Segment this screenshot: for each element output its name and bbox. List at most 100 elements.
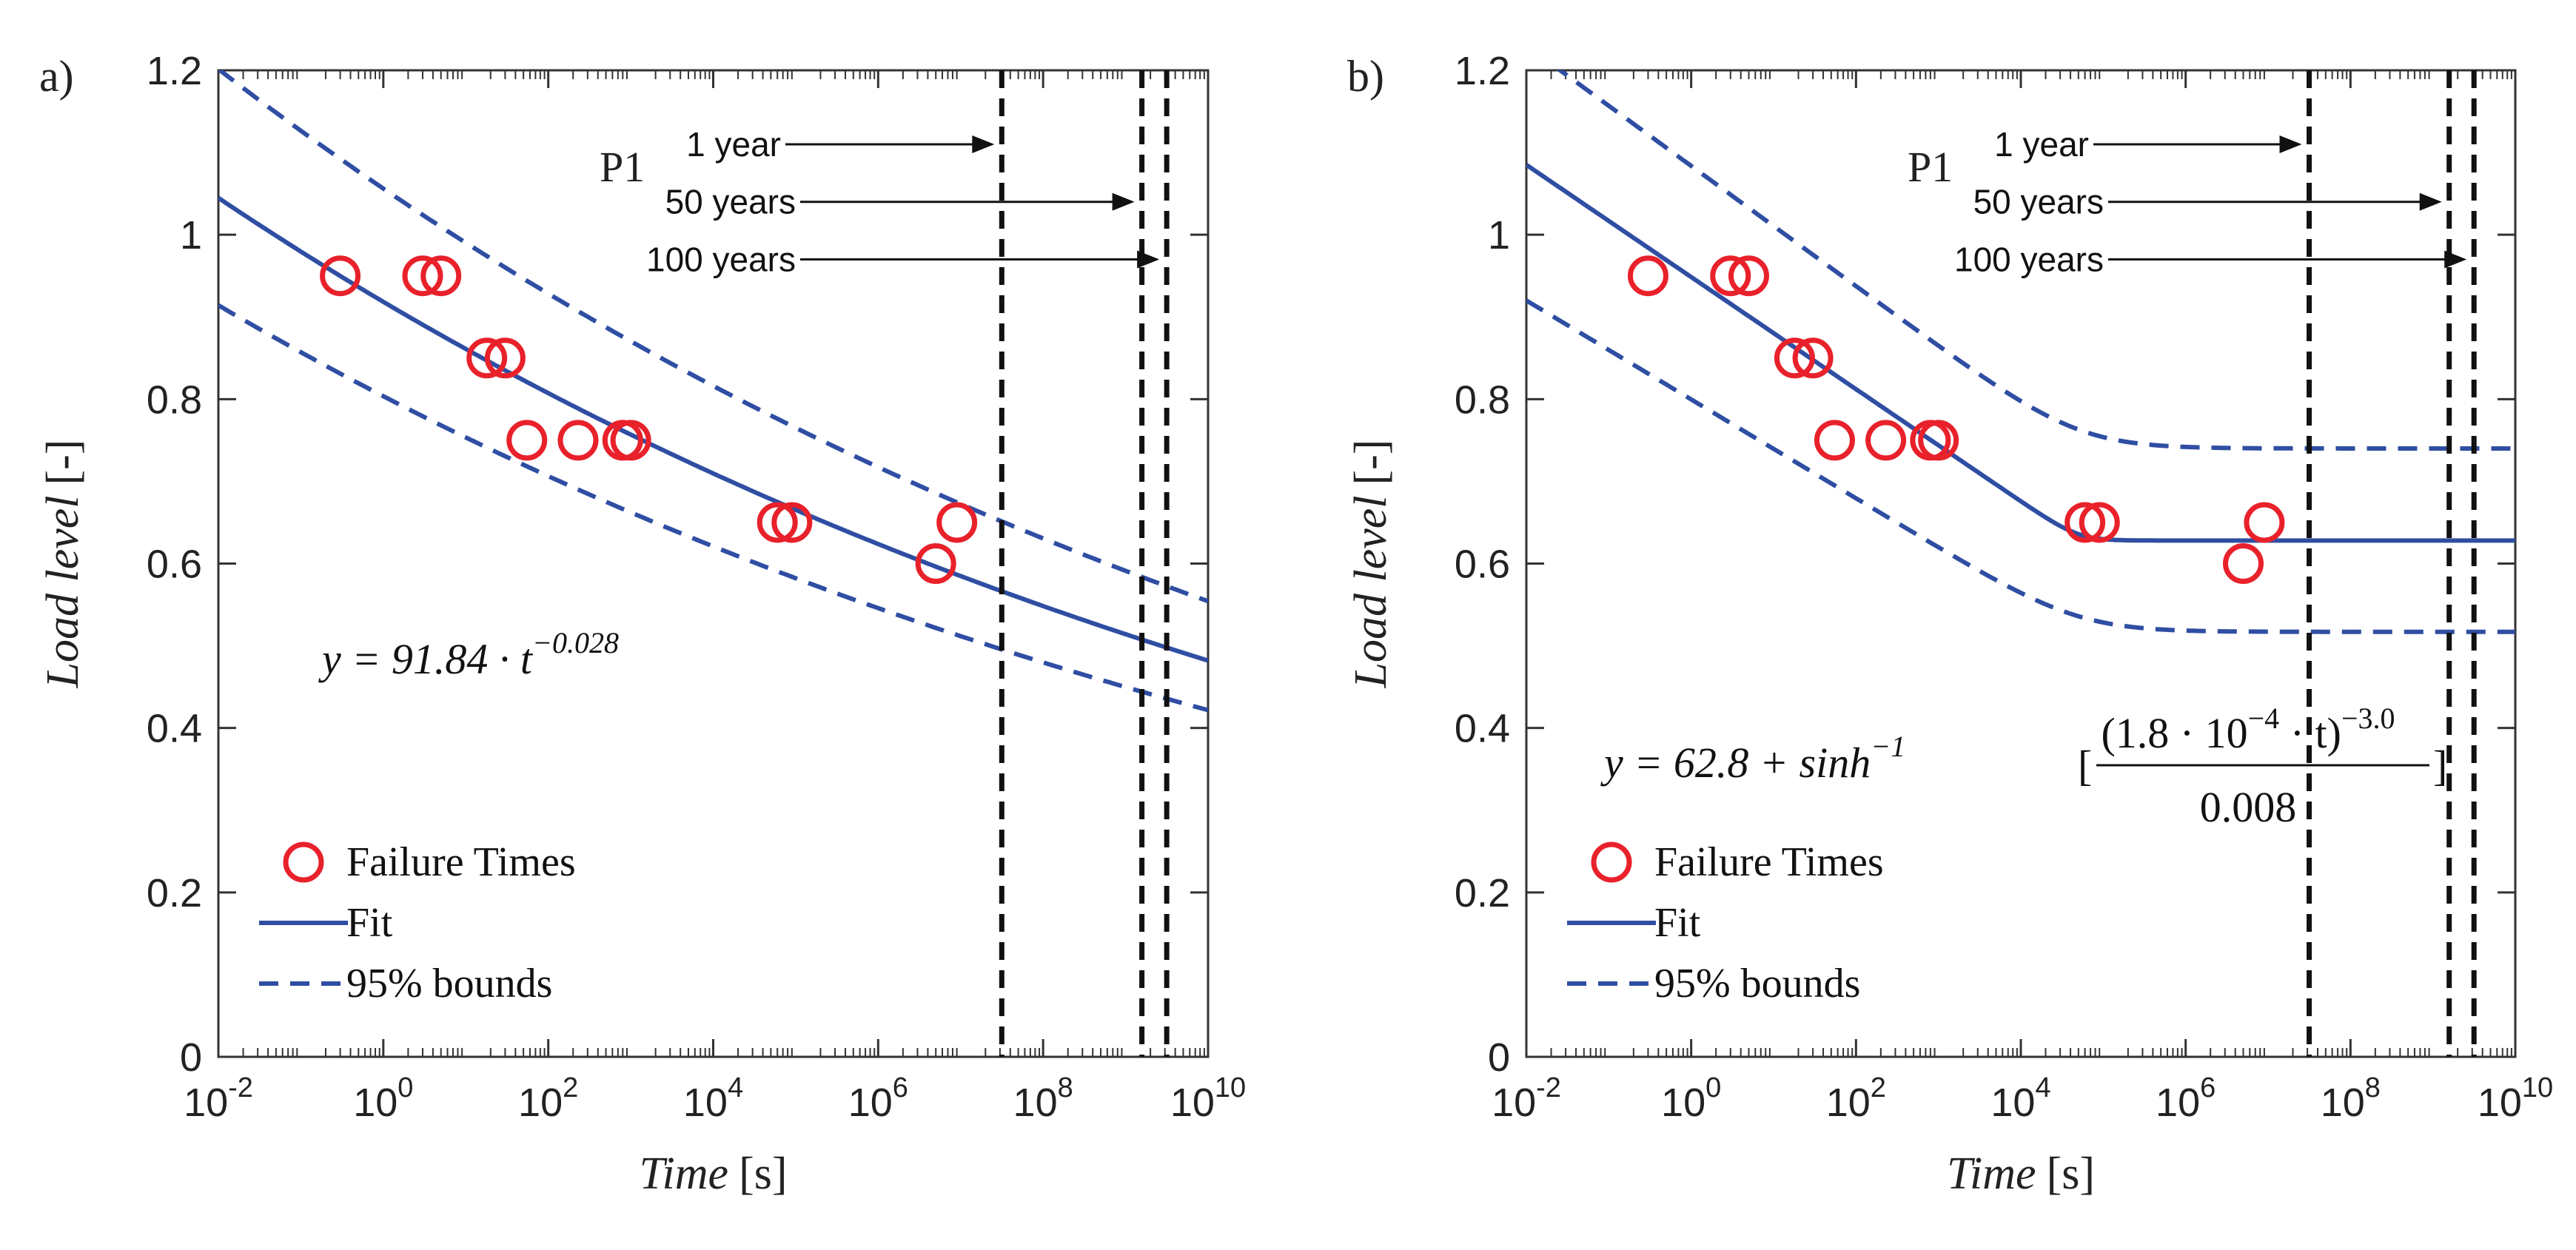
failure-time-point xyxy=(1814,420,1855,461)
time-marker-label: 50 years xyxy=(665,183,796,221)
x-tick-label: 102 xyxy=(1826,1072,1886,1125)
equation-denominator: 0.008 xyxy=(2200,783,2297,831)
equation-numerator: (1.8 · 10−4 · t)−3.0 xyxy=(2101,702,2395,757)
failure-time-point xyxy=(1774,337,1815,379)
x-tick-label: 1010 xyxy=(1170,1072,1246,1125)
panel-b: 10-2 100 102 104 106 108 101000.20.40.60.811.2… xyxy=(1346,49,2553,1199)
failure-time-point xyxy=(757,502,798,543)
failure-time-point xyxy=(420,255,462,297)
x-tick-base: 10 xyxy=(1492,1081,1536,1125)
time-marker-label: 50 years xyxy=(1973,183,2104,221)
failure-time-point xyxy=(1627,255,1668,297)
x-tick-exponent: 4 xyxy=(2035,1072,2050,1103)
annotation-label: P1 xyxy=(600,143,645,191)
x-tick-base: 10 xyxy=(2156,1081,2200,1125)
failure-time-point xyxy=(2065,502,2106,543)
failure-time-point xyxy=(1865,420,1907,461)
x-tick-base: 10 xyxy=(184,1081,228,1125)
failure-time-point xyxy=(484,337,526,379)
x-tick-base: 10 xyxy=(683,1081,728,1125)
panel-label: a) xyxy=(39,52,74,101)
failure-time-point xyxy=(320,255,361,297)
legend-entry-label: 95% bounds xyxy=(346,961,552,1007)
x-axis-label: Time xyxy=(639,1149,728,1199)
x-tick-exponent: 4 xyxy=(728,1072,743,1103)
legend-marker-icon xyxy=(283,841,324,883)
failure-time-point xyxy=(2244,502,2285,543)
x-tick-label: 104 xyxy=(1990,1072,2050,1125)
y-tick-label: 0.4 xyxy=(147,707,202,751)
failure-time-point xyxy=(1728,255,1769,297)
y-tick-label: 0.6 xyxy=(1455,542,1510,587)
lower-bound-line xyxy=(1526,298,2515,634)
time-marker-label: 100 years xyxy=(1954,240,2104,278)
fit-line xyxy=(218,195,1208,663)
y-tick-label: 0.2 xyxy=(147,871,202,915)
equation-lhs: y = 62.8 + sinh xyxy=(1600,739,1871,787)
arrow-head-icon xyxy=(2279,135,2302,153)
panel-label: b) xyxy=(1347,52,1384,101)
arrow-head-icon xyxy=(2419,192,2442,211)
y-tick-label: 0 xyxy=(180,1035,202,1080)
x-axis-label: Time xyxy=(1947,1149,2036,1199)
x-tick-exponent: -2 xyxy=(1536,1072,1561,1103)
x-tick-base: 10 xyxy=(353,1081,398,1125)
failure-time-point xyxy=(2079,502,2120,543)
failure-time-point xyxy=(1918,420,1959,461)
panel-a: 10-2 100 102 104 106 108 101000.20.40.60.811.2… xyxy=(38,49,1246,1199)
x-tick-exponent: -2 xyxy=(228,1072,253,1103)
x-tick-label: 10-2 xyxy=(1492,1072,1561,1125)
equation-exponent: −0.028 xyxy=(532,626,619,659)
y-tick-label: 0.6 xyxy=(147,542,202,587)
arrow-head-icon xyxy=(1112,192,1135,211)
arrow-head-icon xyxy=(972,135,995,153)
y-axis-label: Load level xyxy=(1346,495,1396,688)
x-tick-base: 10 xyxy=(1170,1081,1215,1125)
x-tick-exponent: 0 xyxy=(1705,1072,1721,1103)
failure-time-point xyxy=(602,420,643,461)
x-axis-title: Time [s] xyxy=(1947,1149,2095,1199)
y-tick-label: 1 xyxy=(180,213,202,258)
x-tick-base: 10 xyxy=(848,1081,893,1125)
legend-entry-label: Fit xyxy=(1654,900,1701,946)
arrow-head-icon xyxy=(2444,250,2467,269)
equation-inverse: −1 xyxy=(1871,730,1905,763)
equation-numerator-b: · t) xyxy=(2279,709,2341,757)
equation-lhs: y = 91.84 · t xyxy=(318,635,534,683)
upper-bound-line xyxy=(1556,70,2515,451)
x-tick-label: 106 xyxy=(848,1072,908,1125)
x-tick-label: 108 xyxy=(1013,1072,1073,1125)
y-tick-label: 1.2 xyxy=(147,49,202,93)
x-axis-unit: [s] xyxy=(2047,1149,2095,1199)
failure-time-point xyxy=(936,502,978,543)
x-tick-exponent: 10 xyxy=(2522,1072,2553,1103)
y-tick-label: 0 xyxy=(1488,1035,1510,1080)
equation-numerator-pow: −3.0 xyxy=(2341,702,2395,735)
annotation-label: P1 xyxy=(1908,143,1953,191)
equation-bracket-left: [ xyxy=(2078,742,2092,790)
lower-bound-line xyxy=(218,303,1208,713)
time-marker-label: 1 year xyxy=(686,125,781,164)
x-axis-unit: [s] xyxy=(739,1149,787,1199)
y-tick-label: 0.2 xyxy=(1455,871,1510,915)
curves xyxy=(218,70,1208,713)
failure-time-point xyxy=(771,502,813,543)
y-axis-unit: [-] xyxy=(38,440,88,485)
x-tick-label: 106 xyxy=(2156,1072,2216,1125)
arrow-head-icon xyxy=(1137,250,1160,269)
x-axis-title: Time [s] xyxy=(639,1149,787,1199)
x-tick-exponent: 6 xyxy=(2200,1072,2216,1103)
legend-entry-label: 95% bounds xyxy=(1654,961,1860,1007)
x-tick-label: 104 xyxy=(683,1072,743,1125)
x-tick-label: 100 xyxy=(353,1072,413,1125)
x-tick-base: 10 xyxy=(1661,1081,1705,1125)
failure-time-point xyxy=(1792,337,1834,379)
y-tick-label: 0.4 xyxy=(1455,707,1510,751)
y-tick-label: 0.8 xyxy=(1455,377,1510,422)
x-tick-base: 10 xyxy=(1013,1081,1058,1125)
x-tick-base: 10 xyxy=(2478,1081,2522,1125)
x-tick-base: 10 xyxy=(518,1081,563,1125)
equation: y = 91.84 · t−0.028 xyxy=(318,626,619,683)
x-tick-base: 10 xyxy=(1826,1081,1871,1125)
x-tick-exponent: 6 xyxy=(893,1072,908,1103)
